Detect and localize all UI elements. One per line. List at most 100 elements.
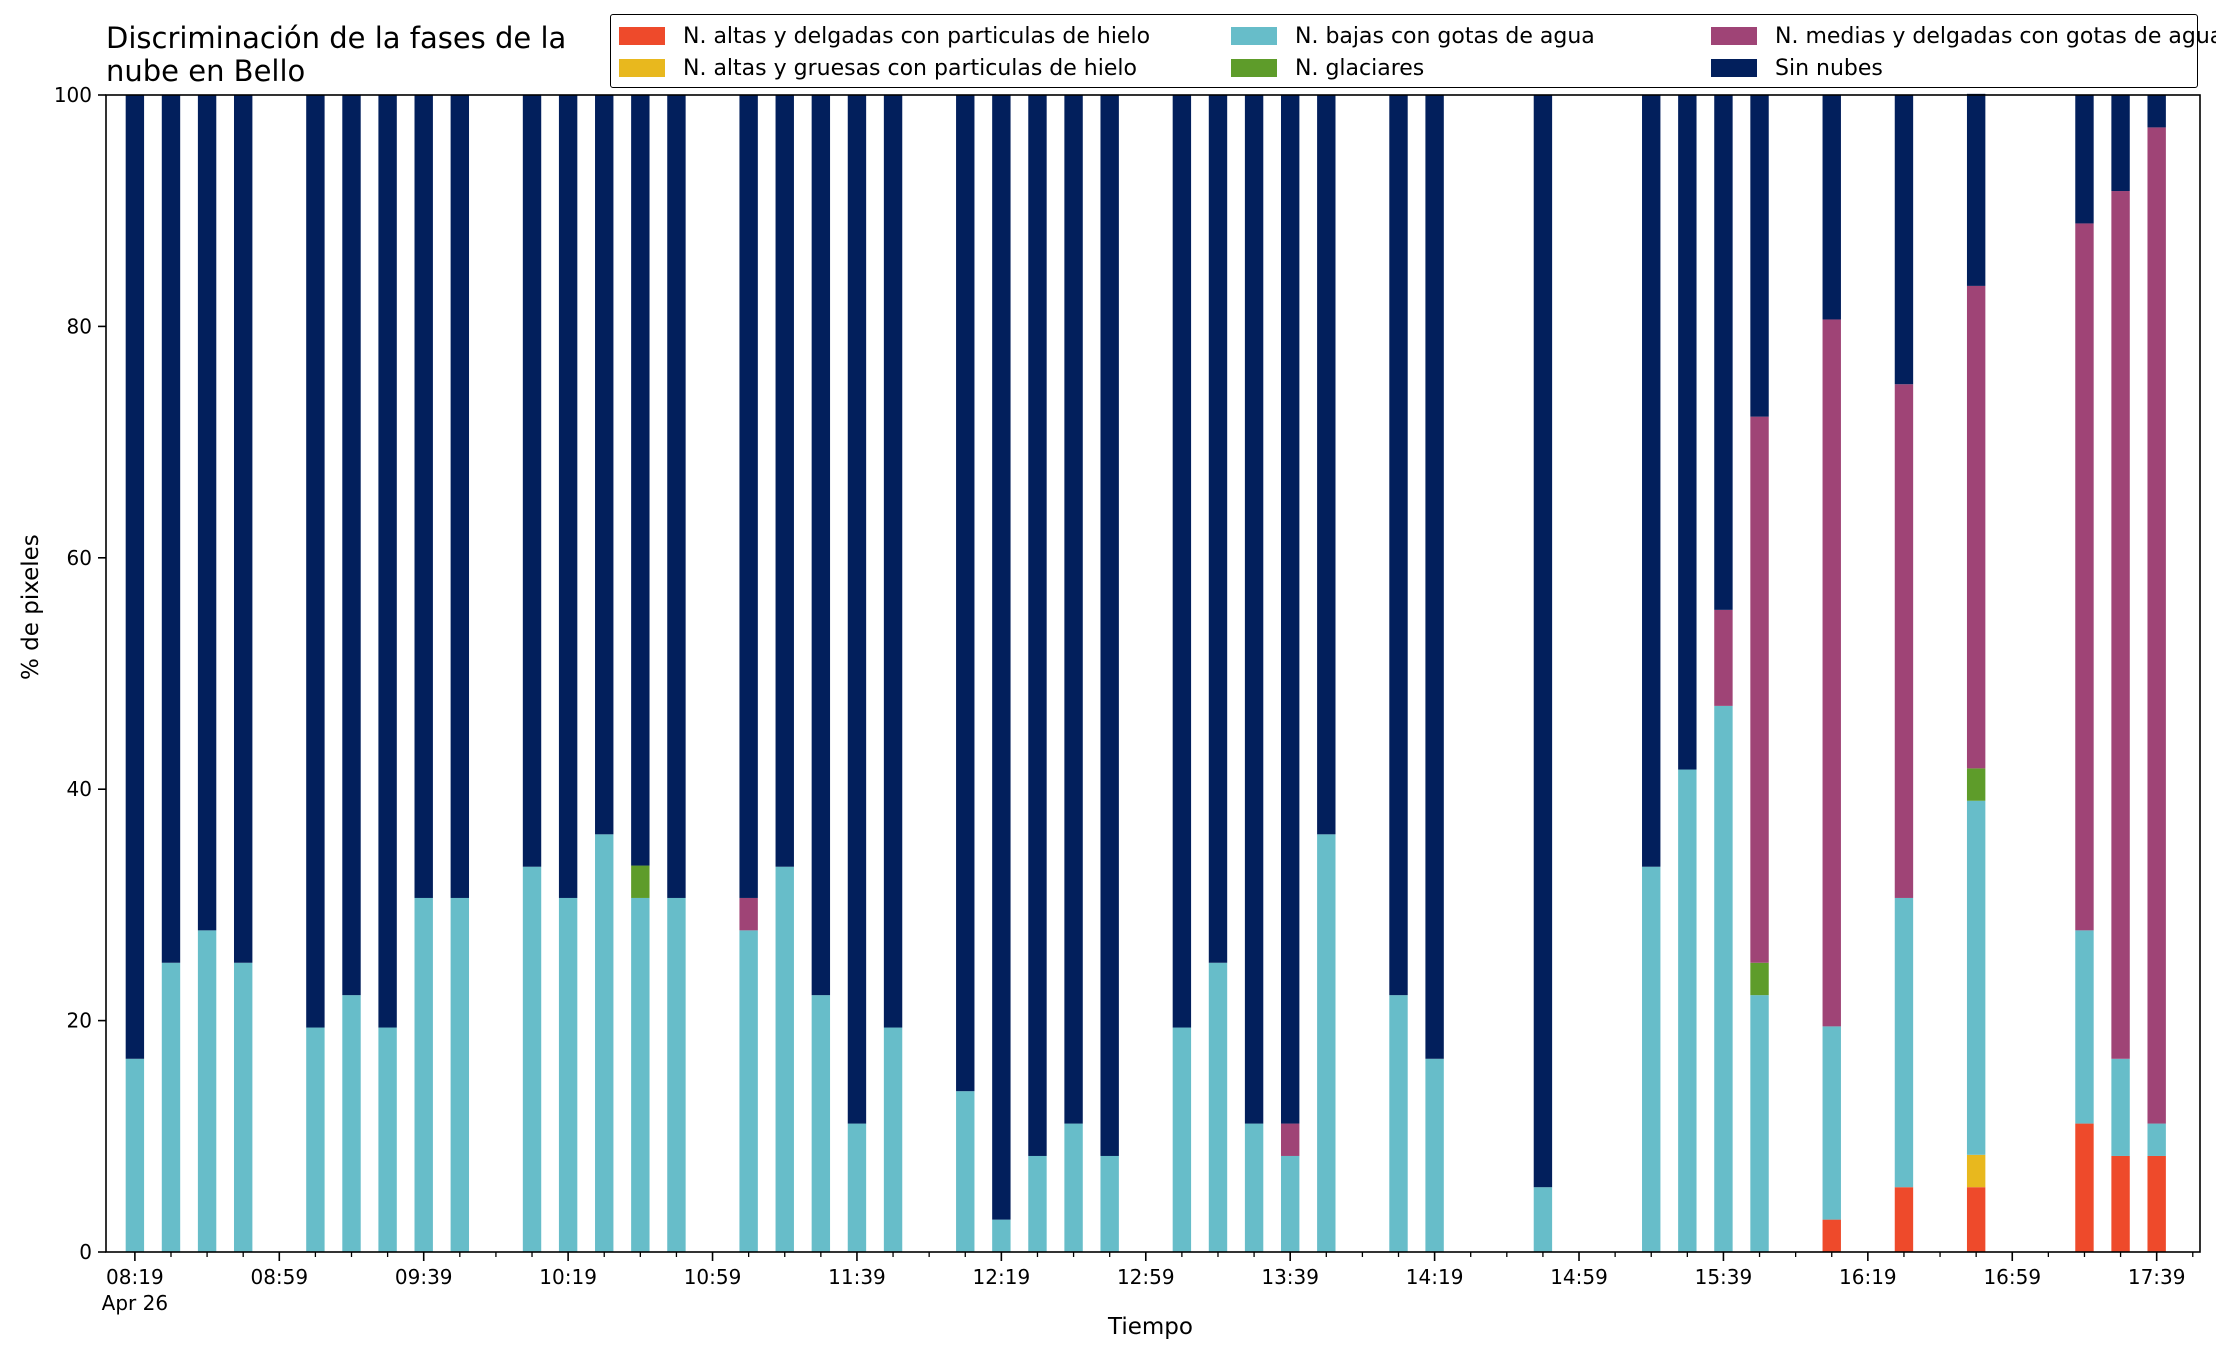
bar-segment xyxy=(1172,95,1192,1028)
bar-segment xyxy=(883,1027,903,1252)
bar-segment xyxy=(1894,95,1914,385)
bar-segment xyxy=(1714,609,1733,706)
bar-segment xyxy=(595,834,614,1252)
bar-segment xyxy=(1028,95,1047,1156)
y-tick-label: 60 xyxy=(67,546,92,570)
legend-item-bajas-agua: N. bajas con gotas de agua xyxy=(1231,21,1595,51)
bar-segment xyxy=(1100,1155,1119,1252)
bar-segment xyxy=(1425,1058,1444,1252)
y-tick-label: 80 xyxy=(67,314,92,338)
plot-frame xyxy=(105,94,2201,1253)
bar-segment xyxy=(1280,1155,1300,1252)
legend-item-altas-delgadas: N. altas y delgadas con particulas de hi… xyxy=(619,21,1150,51)
bar-segment xyxy=(1822,1219,1841,1252)
bar-segment xyxy=(197,930,217,1252)
legend-label: N. altas y delgadas con particulas de hi… xyxy=(683,23,1151,49)
bar-segment xyxy=(1208,95,1228,963)
bar-segment xyxy=(342,95,361,996)
bar-segment xyxy=(1750,95,1769,417)
bar-segment xyxy=(811,995,831,1252)
bar-segment xyxy=(631,897,650,1252)
bar-segment xyxy=(1966,1187,1986,1252)
bars-layer xyxy=(125,93,2166,1252)
bar-segment xyxy=(1714,705,1733,1252)
y-tick-label: 20 xyxy=(67,1009,92,1033)
legend-swatch xyxy=(1711,27,1757,45)
bar-segment xyxy=(233,962,253,1252)
bar-segment xyxy=(1533,95,1553,1188)
bar-segment xyxy=(378,95,397,1028)
bar-segment xyxy=(956,95,975,1092)
bar-segment xyxy=(378,1027,397,1252)
bar-segment xyxy=(1822,1026,1841,1220)
bar-segment xyxy=(739,897,758,931)
legend-label: Sin nubes xyxy=(1775,55,1883,81)
bar-segment xyxy=(450,897,470,1252)
bar-segment xyxy=(306,1027,325,1252)
legend-item-altas-gruesas: N. altas y gruesas con particulas de hie… xyxy=(619,53,1137,83)
legend-swatch xyxy=(1231,27,1277,45)
bar-segment xyxy=(450,95,470,898)
bar-segment xyxy=(956,1091,975,1252)
bar-segment xyxy=(1894,384,1914,898)
y-tick-label: 0 xyxy=(79,1240,92,1264)
chart-title: Discriminación de la fases de la nube en… xyxy=(106,21,567,88)
bar-segment xyxy=(992,95,1011,1220)
bar-segment xyxy=(1389,995,1408,1252)
bar-segment xyxy=(631,95,650,866)
legend-item-glaciares: N. glaciares xyxy=(1231,53,1424,83)
legend-label: N. bajas con gotas de agua xyxy=(1295,23,1595,49)
legend-label: N. altas y gruesas con particulas de hie… xyxy=(683,55,1137,81)
bar-segment xyxy=(1244,1123,1264,1252)
x-tick-label: 16:19 xyxy=(1839,1265,1897,1289)
bar-segment xyxy=(1822,95,1841,320)
bar-segment xyxy=(2075,95,2094,224)
bar-segment xyxy=(2111,191,2130,1059)
bar-segment xyxy=(1317,95,1336,835)
bar-segment xyxy=(992,1219,1011,1252)
bar-segment xyxy=(667,95,686,898)
bar-segment xyxy=(1678,769,1697,1252)
bar-segment xyxy=(739,95,758,898)
bar-segment xyxy=(883,95,903,1028)
bar-segment xyxy=(1822,319,1841,1027)
legend-swatch xyxy=(619,59,665,77)
bar-segment xyxy=(1244,95,1264,1124)
bar-segment xyxy=(595,95,614,835)
x-axis-label: Tiempo xyxy=(1108,1314,1193,1340)
legend-swatch xyxy=(619,27,665,45)
bar-segment xyxy=(1966,800,1986,1155)
bar-segment xyxy=(2147,1123,2166,1156)
x-tick-label: 15:39 xyxy=(1695,1265,1753,1289)
bar-segment xyxy=(2147,95,2166,128)
bar-segment xyxy=(1894,897,1914,1188)
bar-segment xyxy=(811,95,831,996)
bar-segment xyxy=(2111,1058,2130,1156)
bar-segment xyxy=(522,866,542,1252)
legend-item-sin-nubes: Sin nubes xyxy=(1711,53,1883,83)
bar-segment xyxy=(667,897,686,1252)
bar-segment xyxy=(1064,1123,1083,1252)
bar-segment xyxy=(1966,1154,1986,1188)
bar-segment xyxy=(1028,1155,1047,1252)
bar-segment xyxy=(1966,285,1986,769)
bar-segment xyxy=(1750,416,1769,963)
bar-segment xyxy=(739,930,758,1252)
bar-segment xyxy=(414,897,433,1252)
bar-segment xyxy=(1678,95,1697,770)
bar-segment xyxy=(233,95,253,963)
x-tick-label: 12:59 xyxy=(1117,1265,1175,1289)
bar-segment xyxy=(2111,1155,2130,1252)
bar-segment xyxy=(1533,1187,1553,1252)
bar-segment xyxy=(2075,223,2094,931)
bar-segment xyxy=(847,95,867,1124)
legend-label: N. glaciares xyxy=(1295,55,1425,81)
legend: N. altas y delgadas con particulas de hi… xyxy=(610,14,2216,88)
y-tick-label: 40 xyxy=(67,777,92,801)
legend-swatch xyxy=(1231,59,1277,77)
x-tick-label: 13:39 xyxy=(1261,1265,1319,1289)
bar-segment xyxy=(125,95,145,1059)
bar-segment xyxy=(2147,1155,2166,1252)
bar-segment xyxy=(1894,1187,1914,1252)
